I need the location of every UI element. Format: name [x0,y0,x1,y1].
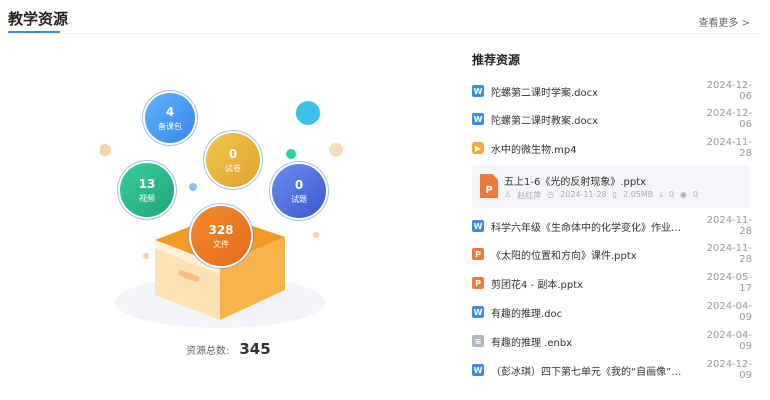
resource-item[interactable]: ▶ 水中的微生物.mp4 2024-11-28 [472,137,752,159]
resource-name[interactable]: 剪团花4 - 副本.pptx [491,279,584,291]
resource-date: 2024-04-09 [706,301,752,323]
ppt-file-icon: P [472,277,484,289]
word-file-icon: W [472,113,484,125]
stat-questions[interactable]: 0 试题 [272,164,326,218]
recommend-title: 推荐资源 [472,53,521,67]
resource-name[interactable]: 《太阳的位置和方向》课件.pptx [491,250,637,262]
featured-resource[interactable]: P 五上1-6《光的反射现象》.pptx ♙ 赵红萍 ◷ 2024-11-28 ▯ 2… [472,165,750,208]
enbx-file-icon: ≡ [472,335,484,347]
author-icon: ♙ [504,190,512,199]
resource-name[interactable]: 科学六年级《生命体中的化学变化》作业设计.... [491,222,684,234]
resource-name[interactable]: 有趣的推理 .enbx [491,337,573,349]
resource-item[interactable]: W 陀螺第二课时教案.docx 2024-12-06 [472,108,752,130]
resource-name[interactable]: 陀螺第二课时学案.docx [491,87,599,99]
word-file-icon: W [472,85,484,97]
stat-lesson-packages[interactable]: 4 备课包 [145,93,195,143]
resource-name[interactable]: 陀螺第二课时教案.docx [491,115,599,127]
word-file-icon: W [472,220,484,232]
resource-date: 2024-11-28 [706,137,752,159]
featured-meta: ♙ 赵红萍 ◷ 2024-11-28 ▯ 2.05MB ⤓ 0 ◉ 0 [504,190,698,200]
resource-item[interactable]: W （彭冰琪）四下第七单元《我的“自画像”》... 2024-12-09 [472,359,752,381]
divider [8,33,758,34]
resource-date: 2024-12-06 [706,80,752,102]
resource-name[interactable]: 水中的微生物.mp4 [491,144,577,156]
resource-item[interactable]: W 有趣的推理.doc 2024-04-09 [472,301,752,323]
resource-date: 2024-11-28 [706,243,752,265]
resource-item[interactable]: P 《太阳的位置和方向》课件.pptx 2024-11-28 [472,243,752,265]
resource-item[interactable]: P 剪团花4 - 副本.pptx 2024-05-17 [472,272,752,294]
resource-name[interactable]: 有趣的推理.doc [491,308,563,320]
resource-date: 2024-05-17 [706,272,752,294]
resource-date: 2024-12-06 [706,108,752,130]
views-icon: ◉ [679,190,687,199]
download-icon: ⤓ [659,190,663,199]
view-more-link[interactable]: 查看更多 > [698,18,750,29]
stat-papers[interactable]: 0 试卷 [206,133,260,187]
title-underline [8,31,60,33]
ppt-file-icon: P [472,248,484,260]
resource-date: 2024-04-09 [706,330,752,352]
word-file-icon: W [472,364,484,376]
resource-date: 2024-12-09 [706,359,752,381]
section-title: 教学资源 [8,10,69,28]
stat-videos[interactable]: 13 视频 [120,163,174,217]
resource-date: 2024-11-28 [706,215,752,237]
clock-icon: ◷ [547,190,555,199]
video-file-icon: ▶ [472,142,484,154]
file-size-icon: ▯ [612,190,618,199]
resource-item[interactable]: ≡ 有趣的推理 .enbx 2024-04-09 [472,330,752,352]
gift-box-illustration [100,99,343,328]
resource-name[interactable]: （彭冰琪）四下第七单元《我的“自画像”》... [491,366,684,378]
resource-item[interactable]: W 科学六年级《生命体中的化学变化》作业设计.... 2024-11-28 [472,215,752,237]
resource-item[interactable]: W 陀螺第二课时学案.docx 2024-12-06 [472,80,752,102]
stat-files[interactable]: 328 文件 [191,206,251,266]
ppt-file-icon: P [480,174,498,198]
total-resources: 资源总数: 345 [186,340,271,358]
featured-name[interactable]: 五上1-6《光的反射现象》.pptx [504,177,647,188]
word-file-icon: W [472,306,484,318]
